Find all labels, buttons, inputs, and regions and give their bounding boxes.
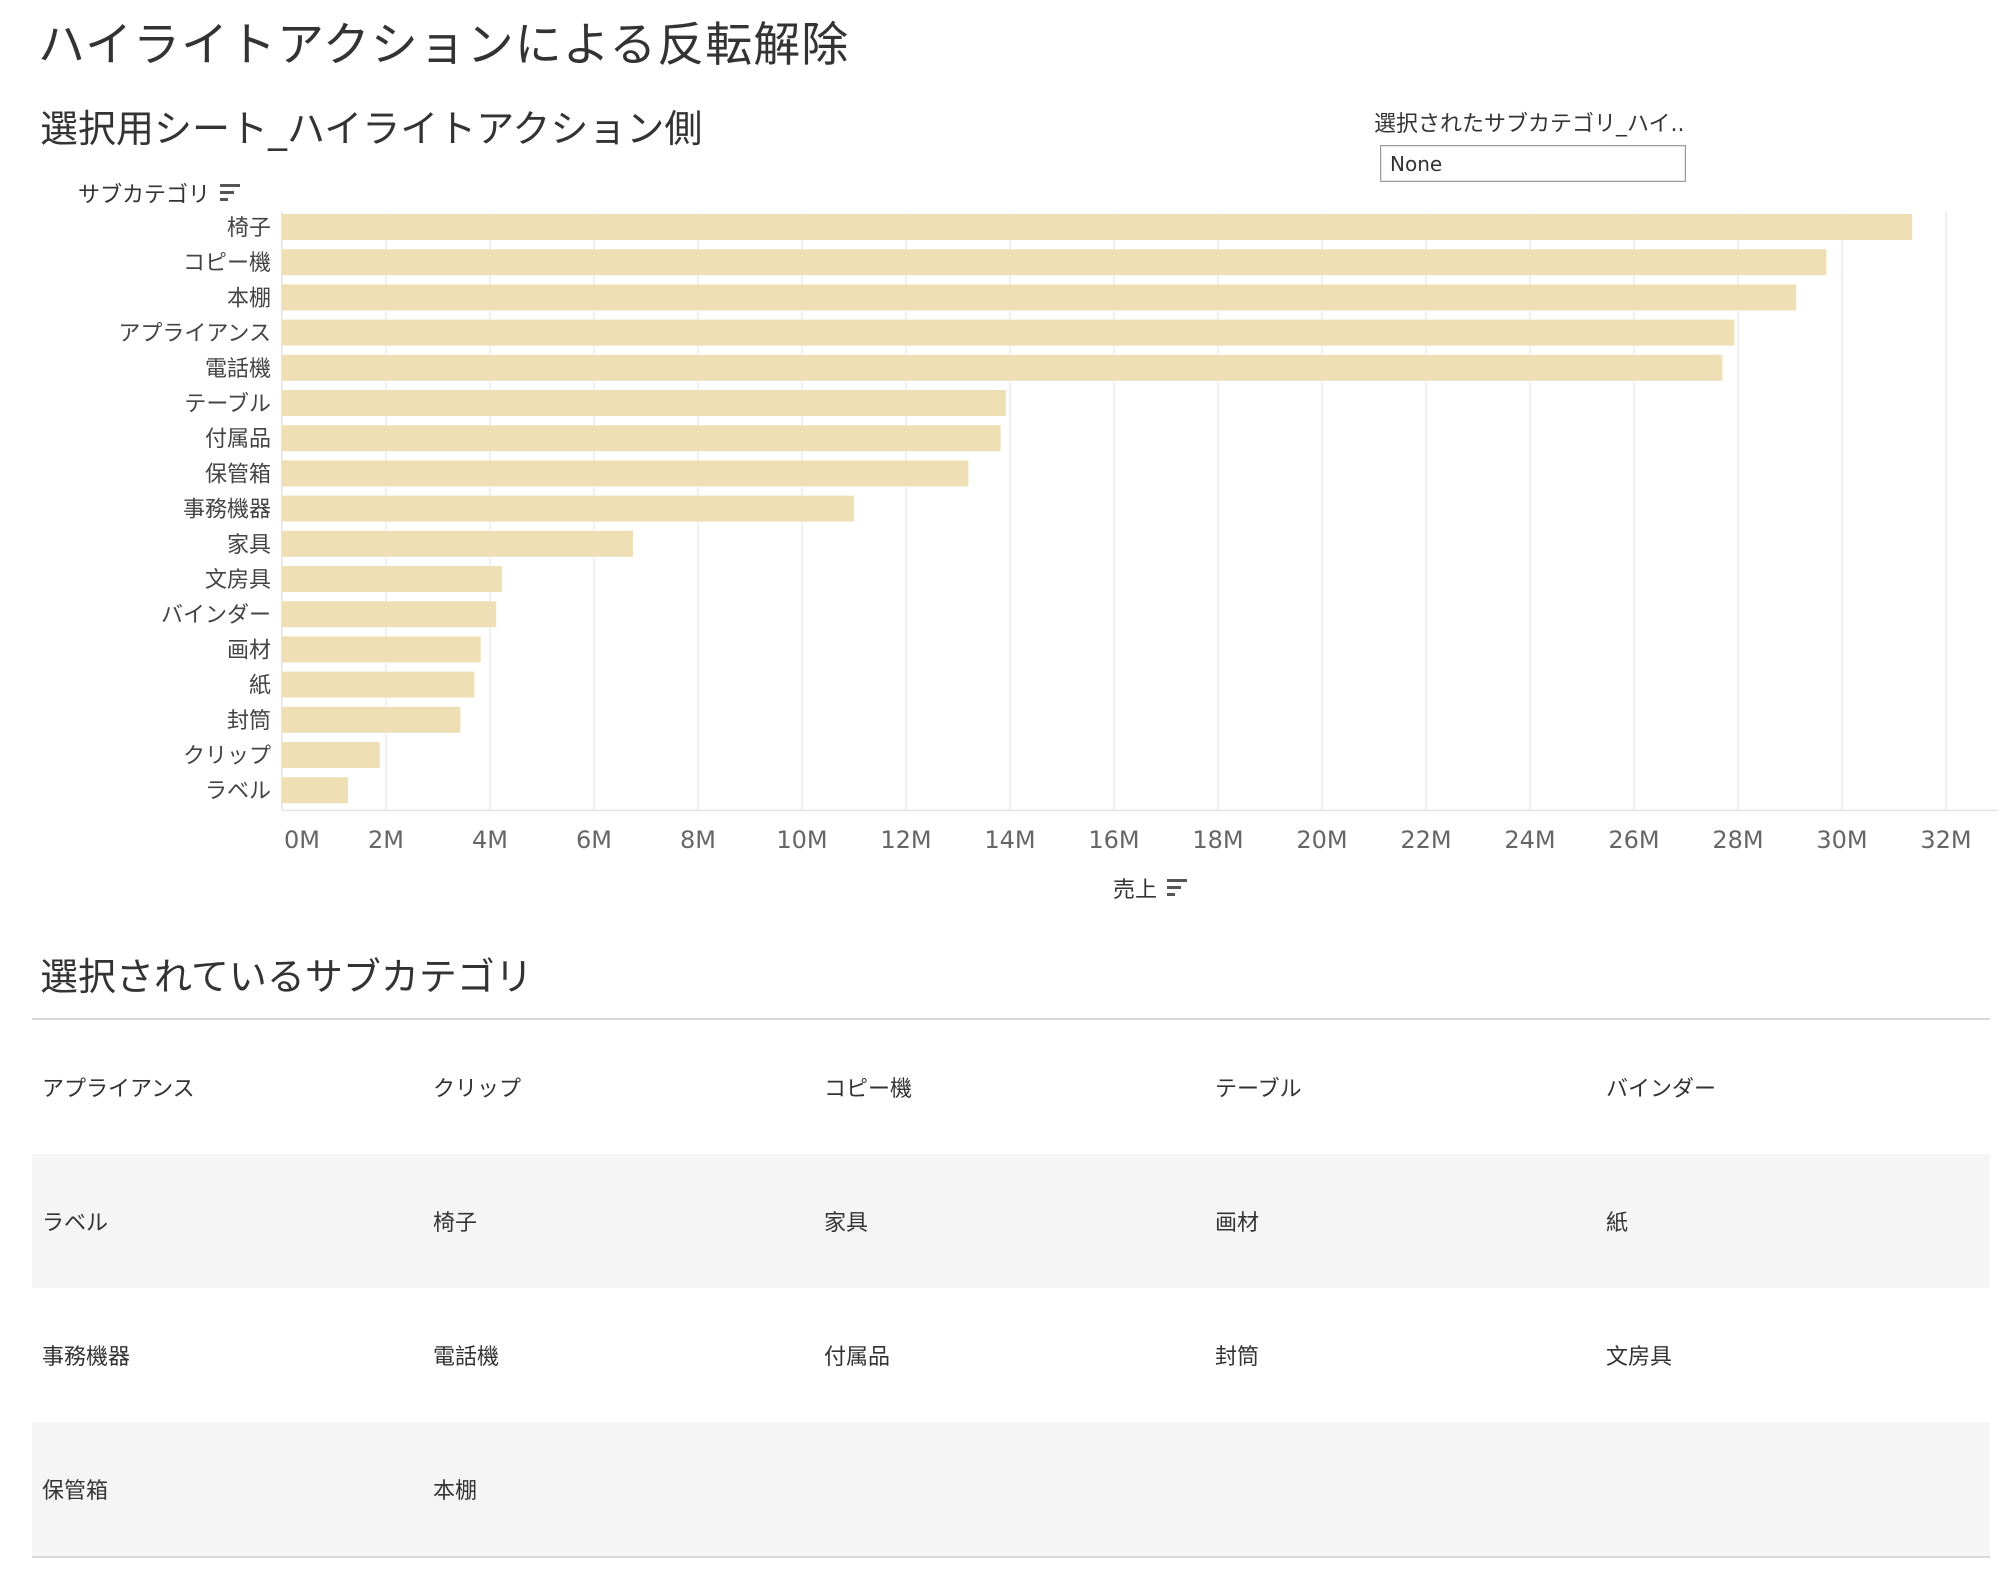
x-tick-label: 4M xyxy=(472,826,508,854)
sort-descending-icon[interactable] xyxy=(220,184,241,202)
bar[interactable] xyxy=(282,742,380,768)
table-row: アプライアンス クリップ コピー機 テーブル バインダー xyxy=(32,1020,1990,1154)
category-label[interactable]: 本棚 xyxy=(227,286,271,311)
bar[interactable] xyxy=(282,777,349,804)
category-label[interactable]: バインダー xyxy=(161,603,271,628)
x-tick-label: 18M xyxy=(1192,826,1243,854)
category-label[interactable]: 付属品 xyxy=(205,427,271,452)
x-tick-label: 10M xyxy=(776,826,827,854)
table-cell[interactable]: 紙 xyxy=(1606,1211,1629,1236)
x-tick-label: 26M xyxy=(1608,826,1659,854)
bar[interactable] xyxy=(282,319,1735,346)
x-tick-label: 8M xyxy=(680,826,716,854)
category-label[interactable]: 保管箱 xyxy=(205,462,271,487)
table-cell[interactable]: 家具 xyxy=(824,1211,869,1236)
table-cell[interactable]: 付属品 xyxy=(824,1345,891,1370)
page-title: ハイライトアクションによる反転解除 xyxy=(38,18,850,73)
x-tick-label: 22M xyxy=(1400,826,1451,854)
y-axis-header: サブカテゴリ xyxy=(78,180,241,208)
category-label[interactable]: 封筒 xyxy=(227,709,271,734)
x-tick-label: 0M xyxy=(284,826,320,854)
bar[interactable] xyxy=(282,566,502,592)
category-label[interactable]: 家具 xyxy=(227,533,271,558)
table-cell[interactable]: 封筒 xyxy=(1215,1345,1260,1370)
table-row: 保管箱 本棚 xyxy=(32,1422,1990,1556)
table-cell[interactable]: 椅子 xyxy=(433,1211,478,1236)
category-label[interactable]: 電話機 xyxy=(205,357,271,382)
x-axis-title: 売上 xyxy=(1113,878,1158,903)
bar[interactable] xyxy=(282,495,854,522)
x-tick-label: 32M xyxy=(1920,826,1971,854)
category-label[interactable]: ラベル xyxy=(205,779,271,804)
table-cell[interactable]: クリップ xyxy=(433,1077,522,1102)
table-cell[interactable]: アプライアンス xyxy=(42,1077,195,1102)
x-tick-label: 2M xyxy=(368,826,404,854)
bar[interactable] xyxy=(282,214,1913,240)
category-label[interactable]: コピー機 xyxy=(183,251,271,276)
x-axis-header: 売上 xyxy=(1113,874,1188,903)
category-label[interactable]: アプライアンス xyxy=(118,322,271,347)
bar[interactable] xyxy=(282,636,481,663)
bar[interactable] xyxy=(282,390,1006,416)
table-cell[interactable]: 事務機器 xyxy=(42,1345,131,1370)
table-row: ラベル 椅子 家具 画材 紙 xyxy=(32,1154,1990,1288)
table-cell[interactable]: 電話機 xyxy=(433,1345,500,1370)
bar[interactable] xyxy=(282,601,497,628)
table-cell[interactable]: 保管箱 xyxy=(42,1479,109,1504)
x-tick-label: 20M xyxy=(1296,826,1347,854)
table-cell[interactable]: テーブル xyxy=(1215,1077,1302,1102)
x-tick-label: 12M xyxy=(880,826,931,854)
x-tick-label: 24M xyxy=(1504,826,1555,854)
x-tick-label: 14M xyxy=(984,826,1035,854)
bar[interactable] xyxy=(282,284,1797,311)
parameter-label: 選択されたサブカテゴリ_ハイ.. xyxy=(1374,112,1685,137)
bar[interactable] xyxy=(282,249,1827,276)
x-tick-label: 30M xyxy=(1816,826,1867,854)
category-label[interactable]: 画材 xyxy=(227,638,271,663)
bar[interactable] xyxy=(282,425,1001,452)
chart-sheet-title: 選択用シート_ハイライトアクション側 xyxy=(40,107,703,151)
category-label[interactable]: 紙 xyxy=(249,674,271,699)
table-row: 事務機器 電話機 付属品 封筒 文房具 xyxy=(32,1288,1990,1422)
category-label[interactable]: クリップ xyxy=(183,744,271,769)
bar[interactable] xyxy=(282,460,969,487)
category-label[interactable]: 事務機器 xyxy=(183,498,271,523)
table-cell[interactable]: バインダー xyxy=(1606,1077,1717,1102)
table-cell[interactable]: 画材 xyxy=(1215,1211,1260,1236)
table-cell[interactable]: ラベル xyxy=(42,1211,109,1236)
x-tick-label: 6M xyxy=(576,826,612,854)
selected-subcategory-table: アプライアンス クリップ コピー機 テーブル バインダー ラベル 椅子 家具 画… xyxy=(32,1018,1990,1558)
x-tick-label: 28M xyxy=(1712,826,1763,854)
table-cell[interactable]: 文房具 xyxy=(1606,1345,1673,1370)
category-label[interactable]: テーブル xyxy=(184,392,271,417)
parameter-input[interactable] xyxy=(1380,145,1686,182)
table-cell[interactable]: コピー機 xyxy=(824,1077,913,1102)
bar-chart: 椅子コピー機本棚アプライアンス電話機テーブル付属品保管箱事務機器家具文房具バイン… xyxy=(118,212,1998,854)
bar[interactable] xyxy=(282,706,461,733)
table-cell[interactable]: 本棚 xyxy=(433,1479,478,1504)
bar[interactable] xyxy=(282,354,1723,381)
selected-list-title: 選択されているサブカテゴリ xyxy=(40,955,533,999)
x-tick-label: 16M xyxy=(1088,826,1139,854)
bar[interactable] xyxy=(282,530,633,557)
category-label[interactable]: 文房具 xyxy=(205,568,271,593)
category-label[interactable]: 椅子 xyxy=(227,216,271,241)
sort-descending-icon[interactable] xyxy=(1167,879,1188,897)
y-axis-title: サブカテゴリ xyxy=(78,183,211,208)
bar[interactable] xyxy=(282,671,475,698)
